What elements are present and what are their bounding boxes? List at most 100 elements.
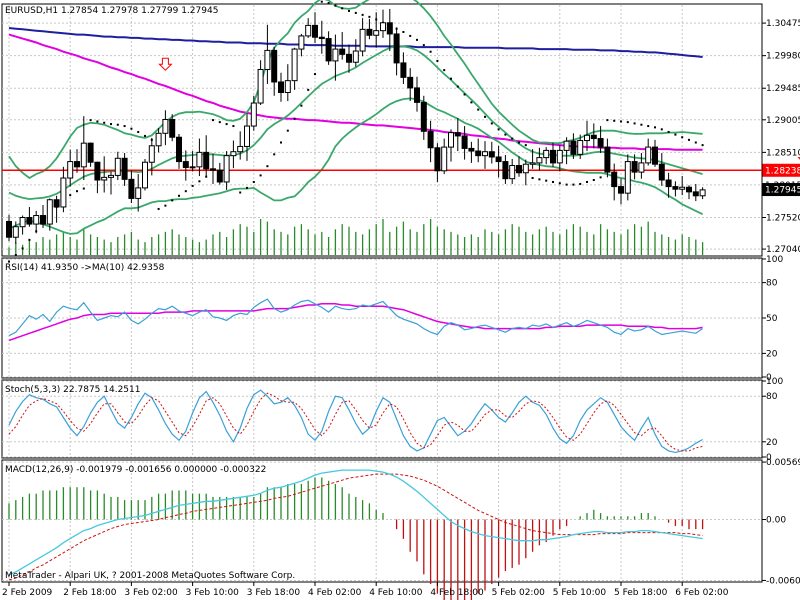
price-label-box [762,183,800,197]
macd-panel-title: MACD(12,26,9) -0.001979 -0.001656 0.0000… [5,465,266,475]
psar-dot [286,129,289,132]
candle-body-up [162,118,169,134]
psar-dot [14,254,17,256]
candle-body-up [80,142,87,168]
candle-body-up [536,157,543,164]
candle-body-up [244,125,250,147]
y-tick-label: 0 [766,373,772,383]
candle-body-down [611,171,618,188]
candle-body-up [101,176,108,181]
candle-body-down [325,38,332,62]
candle-body-down [366,28,373,36]
psar-dot [463,93,466,96]
psar-dot [21,247,24,250]
psar-dot [327,2,330,5]
psar-dot [191,184,194,187]
stoch-panel[interactable] [1,379,763,459]
macd-panel[interactable] [1,459,763,583]
macd-line [8,469,703,576]
signal-arrow-down-icon [158,57,173,71]
x-tick-label: 5 Feb 10:00 [553,588,607,598]
candle-body-up [12,226,19,238]
candle-body-up [645,146,652,164]
candle-body-up [223,155,230,183]
psar-dot [130,127,133,130]
psar-dot [422,44,425,47]
psar-dot [592,179,595,181]
psar-dot [654,126,656,129]
psar-dot [8,260,10,263]
candle-body-up [250,102,257,127]
psar-dot [613,119,616,122]
psar-dot [232,125,235,128]
psar-dot [89,119,92,122]
bollinger-lower-line [8,97,703,235]
candle-body-up [284,80,291,94]
candle-body-down [461,135,468,149]
candle-body-down [128,178,135,199]
rsi-panel-title: RSI(14) 41.9350 ->MA(10) 42.9358 [5,263,165,273]
candle-body-up [332,48,339,62]
psar-dot [273,153,276,156]
candle-body-down [590,134,597,140]
candle-body-up [237,145,244,153]
candle-body-up [155,132,162,147]
psar-dot [443,69,446,72]
y-tick-label: 80 [766,279,778,289]
psar-dot [558,182,561,185]
candle-body-down [434,147,441,172]
psar-dot [701,144,704,147]
psar-dot [626,121,629,124]
candle-body-down [570,140,577,155]
candle-body-down [210,168,216,171]
rsi-ma-line [8,303,703,342]
candle-body-down [516,165,522,174]
x-tick-label: 5 Feb 02:00 [492,588,546,598]
psar-dot [157,207,160,210]
psar-dot [579,182,582,185]
psar-dot [470,101,473,104]
y-tick-label: 0.00 [766,515,786,525]
psar-dot [218,121,221,124]
candle-body-down [414,87,420,103]
psar-dot [341,7,344,10]
psar-dot [436,59,439,62]
psar-dot [667,130,670,133]
price-label-box [762,163,800,177]
candle-body-down [631,161,638,173]
candle-body-up [33,215,40,225]
psar-dot [552,180,554,183]
price-panel-title: EURUSD,H1 1.27854 1.27978 1.27799 1.2794… [5,6,218,16]
candle-body-up [264,49,271,70]
price-panel[interactable] [1,3,763,257]
candle-body-down [386,22,393,35]
psar-dot [28,238,31,241]
y-tick-label: 1.30475 [766,19,800,29]
psar-dot [239,191,242,194]
rsi-series-layer [8,298,703,342]
candle-body-down [407,76,414,89]
psar-dot [178,194,180,197]
psar-dot [293,117,296,120]
x-tick-label: 2 Feb 2009 [2,588,53,598]
psar-dot [334,4,337,7]
candle-body-up [257,68,264,104]
candle-body-up [638,162,645,173]
macd-signal-line [8,473,703,581]
candle-body-up [60,177,67,208]
psar-dot [477,108,480,111]
psar-dot [314,73,316,76]
candle-body-down [597,138,604,148]
x-tick-label: 2 Feb 18:00 [63,588,117,598]
candle-body-up [679,186,686,190]
candle-body-up [543,149,550,159]
candle-body-down [618,186,624,194]
psar-dot [171,199,174,202]
candle-body-down [339,48,346,55]
psar-dot [144,134,146,137]
psar-dot [620,120,622,123]
psar-dot [647,125,650,128]
psar-dot [212,119,214,122]
